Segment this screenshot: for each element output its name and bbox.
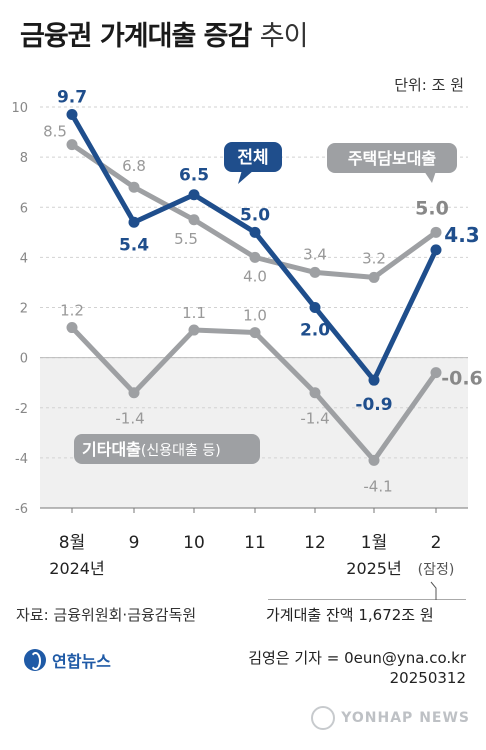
other-loans-point: [188, 324, 200, 336]
total-point: [368, 374, 380, 386]
other-loans-data-label: -0.6: [441, 368, 483, 390]
x-tick-label: 9: [129, 533, 140, 553]
title-bold: 금융권 가계대출 증감: [20, 21, 252, 52]
other-loans-data-label: -1.4: [115, 410, 144, 428]
other-legend-main: 기타대출: [82, 440, 141, 459]
x-tick-label: 10: [183, 533, 205, 553]
total-data-label: 5.0: [240, 205, 270, 225]
mortgage-data-label: 3.2: [362, 249, 386, 267]
total-data-label: 6.5: [179, 166, 209, 186]
provisional-label: (잠정): [418, 562, 455, 578]
total-point: [66, 109, 78, 121]
yonhap-logo-icon: [24, 649, 46, 671]
other-loans-point: [430, 367, 442, 379]
other-loans-point: [66, 322, 78, 334]
mortgage-data-label: 4.0: [243, 267, 267, 285]
y-tick-label: -6: [15, 502, 28, 517]
watermark: YONHAP NEWS: [311, 706, 470, 730]
mortgage-point: [309, 266, 321, 278]
mortgage-data-label: 5.5: [174, 230, 198, 248]
mortgage-point: [368, 271, 380, 283]
mortgage-data-label: 6.8: [122, 157, 146, 175]
balance-note: 가계대출 잔액 1,672조 원: [266, 606, 434, 624]
total-point: [128, 216, 140, 228]
y-tick-label: 8: [20, 151, 28, 166]
x-tick-label: 2: [431, 533, 442, 553]
x-tick-label: 12: [304, 533, 326, 553]
y-tick-label: 2: [20, 302, 28, 317]
y-tick-label: 0: [20, 352, 28, 367]
source-note: 자료: 금융위원회·금융감독원: [16, 606, 197, 624]
other-loans-point: [309, 387, 321, 399]
other-loans-data-label: -4.1: [363, 477, 392, 495]
mortgage-data-label: 8.5: [43, 123, 67, 141]
total-point: [249, 226, 261, 238]
mortgage-data-label: 3.4: [303, 245, 327, 263]
other-legend-bubble: [74, 434, 260, 464]
mortgage-legend-bubble: [327, 143, 457, 173]
other-legend-label: 기타대출(신용대출 등): [82, 440, 221, 459]
total-point: [309, 302, 321, 313]
line-chart: 10 8 6 4 2 0 -2 -4 -6 8월 9 10 11 12 1월 2 2024년 2025년 (잠정) 8…: [11, 88, 483, 600]
logo-text: 연합뉴스: [52, 652, 111, 671]
x-tick-label: 11: [244, 533, 266, 553]
total-point: [430, 244, 442, 256]
mortgage-point: [66, 139, 78, 151]
year-label: 2025년: [346, 559, 401, 578]
y-tick-label: 10: [11, 101, 28, 116]
y-tick-label: 4: [20, 251, 28, 266]
x-tick-label: 1월: [361, 533, 387, 553]
title-light: 추이: [259, 21, 309, 52]
y-tick-label: -2: [15, 402, 28, 417]
x-tick-label: 8월: [59, 533, 85, 553]
total-data-label: 9.7: [57, 88, 87, 108]
mortgage-legend-label: 주택담보대출: [348, 149, 437, 168]
y-tick-label: -4: [15, 452, 28, 467]
balance-bracket: [268, 581, 466, 600]
mortgage-data-label: 5.0: [415, 197, 449, 219]
reporter-line: 김영은 기자 = 0eun@yna.co.kr: [248, 649, 466, 667]
other-loans-data-label: 1.2: [60, 302, 84, 320]
total-legend-bubble: [224, 142, 282, 172]
total-legend-pointer: [238, 170, 254, 184]
chart-title: 금융권 가계대출 증감 추이: [20, 14, 309, 53]
other-loans-point: [249, 327, 261, 339]
watermark-text: YONHAP NEWS: [341, 710, 470, 726]
total-point: [188, 189, 200, 201]
watermark-icon: [311, 706, 336, 730]
negative-region: [40, 357, 468, 508]
mortgage-legend-pointer: [424, 171, 436, 183]
other-legend-sub: (신용대출 등): [141, 443, 221, 459]
year-label: 2024년: [49, 559, 104, 578]
total-data-label: -0.9: [355, 395, 392, 415]
reporter-credit: 김영은 기자 = 0eun@yna.co.kr 20250312: [248, 648, 466, 688]
total-legend-label: 전체: [237, 148, 268, 168]
unit-label: 단위: 조 원: [394, 76, 464, 94]
mortgage-point: [188, 214, 200, 226]
yonhap-logo: 연합뉴스: [24, 648, 111, 672]
other-loans-point: [128, 387, 140, 399]
mortgage-point: [249, 251, 261, 263]
y-tick-label: 6: [20, 201, 28, 216]
date-line: 20250312: [389, 669, 466, 687]
other-loans-data-label: 1.0: [243, 307, 267, 325]
other-loans-data-label: 1.1: [182, 304, 206, 322]
other-loans-point: [368, 454, 380, 466]
total-data-label: 4.3: [444, 223, 479, 247]
mortgage-point: [128, 181, 140, 193]
other-loans-data-label: -1.4: [300, 410, 329, 428]
total-data-label: 5.4: [119, 235, 149, 255]
mortgage-point: [430, 226, 442, 238]
total-data-label: 2.0: [300, 321, 330, 341]
